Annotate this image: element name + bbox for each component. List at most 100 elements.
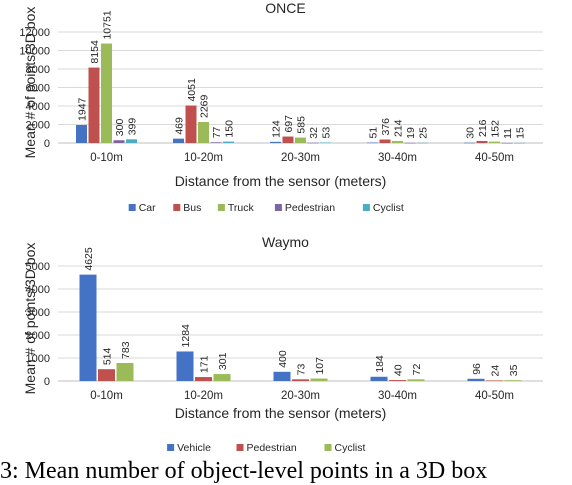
bar-cyclist xyxy=(116,362,134,381)
data-label: 400 xyxy=(277,350,289,368)
bar-pedestrian xyxy=(307,142,319,144)
data-label: 53 xyxy=(321,127,333,139)
data-label: 72 xyxy=(411,364,423,376)
bar-pedestrian xyxy=(389,380,406,381)
bar-vehicle xyxy=(79,274,97,381)
x-tick-label: 20-30m xyxy=(281,152,320,164)
x-tick-label: 0-10m xyxy=(90,152,123,164)
y-tick-label: 10000 xyxy=(19,46,50,58)
bar-car xyxy=(76,124,87,143)
bar-bus xyxy=(379,139,391,143)
data-label: 1947 xyxy=(77,97,89,121)
bar-car xyxy=(367,142,378,144)
data-label: 32 xyxy=(308,127,320,139)
data-label: 469 xyxy=(174,117,186,135)
bar-pedestrian xyxy=(98,369,115,381)
bar-bus xyxy=(282,136,294,143)
data-label: 585 xyxy=(296,116,308,134)
bar-pedestrian xyxy=(195,377,212,381)
bar-bus xyxy=(185,105,197,143)
legend-swatch xyxy=(362,204,370,211)
legend-label: Pedestrian xyxy=(285,202,335,214)
legend-label: Pedestrian xyxy=(247,442,297,454)
data-label: 697 xyxy=(283,115,295,133)
bar-pedestrian xyxy=(113,140,125,143)
bar-vehicle xyxy=(467,378,485,381)
data-label: 171 xyxy=(199,355,211,373)
data-label: 376 xyxy=(380,118,392,136)
bar-car xyxy=(173,138,184,143)
x-axis-label: Distance from the sensor (meters) xyxy=(175,173,387,189)
x-tick-label: 40-50m xyxy=(475,152,514,164)
y-tick-label: 12000 xyxy=(19,27,50,39)
bar-cyclist xyxy=(407,379,425,381)
x-tick-label: 40-50m xyxy=(475,390,514,402)
data-label: 514 xyxy=(102,347,114,365)
bar-pedestrian xyxy=(486,380,503,382)
data-label: 107 xyxy=(314,357,326,375)
bar-cyclist xyxy=(514,142,525,144)
data-label: 184 xyxy=(374,355,386,373)
data-label: 30 xyxy=(465,127,477,139)
legend-label: Vehicle xyxy=(177,442,211,454)
bar-pedestrian xyxy=(404,142,416,144)
legend-swatch xyxy=(236,444,244,451)
bar-cyclist xyxy=(310,378,328,381)
legend-swatch xyxy=(167,444,175,451)
data-label: 24 xyxy=(490,365,502,377)
data-label: 399 xyxy=(127,118,139,136)
bar-pedestrian xyxy=(501,142,513,144)
bar-bus xyxy=(88,67,100,143)
bar-cyclist xyxy=(417,142,428,144)
data-label: 11 xyxy=(502,128,514,139)
x-tick-label: 30-40m xyxy=(378,152,417,164)
bar-cyclist xyxy=(320,142,331,144)
y-tick-label: 4000 xyxy=(26,284,50,296)
data-label: 214 xyxy=(393,119,405,137)
y-tick-label: 3000 xyxy=(26,307,50,319)
bar-pedestrian xyxy=(292,379,309,381)
bar-cyclist xyxy=(126,139,137,143)
y-tick-label: 0 xyxy=(44,138,50,150)
bar-car xyxy=(464,142,475,144)
y-tick-label: 0 xyxy=(44,376,50,388)
data-label: 4051 xyxy=(186,78,198,102)
data-label: 4625 xyxy=(83,247,95,271)
data-label: 25 xyxy=(418,127,430,139)
legend-label: Cyclist xyxy=(335,442,366,454)
bar-cyclist xyxy=(213,374,231,381)
legend-label: Cyclist xyxy=(373,202,404,214)
x-tick-label: 0-10m xyxy=(90,390,123,402)
data-label: 73 xyxy=(296,363,308,375)
data-label: 216 xyxy=(477,119,489,137)
y-tick-label: 1000 xyxy=(26,353,50,365)
y-axis-label: Mean # of points/3D box xyxy=(22,243,38,395)
legend-swatch xyxy=(173,204,181,211)
legend: Car Bus Truck Pedestrian Cyclist xyxy=(128,202,404,214)
bar-truck xyxy=(101,43,112,143)
x-tick-label: 10-20m xyxy=(184,152,223,164)
legend-label: Bus xyxy=(183,202,201,214)
y-tick-label: 8000 xyxy=(26,64,50,76)
bar-cyclist xyxy=(504,380,522,381)
data-label: 8154 xyxy=(89,40,101,64)
y-axis-label: Mean # of points/3D box xyxy=(22,7,38,159)
y-tick-label: 5000 xyxy=(26,261,50,273)
bar-vehicle xyxy=(370,376,388,381)
legend-label: Truck xyxy=(228,202,255,214)
data-label: 35 xyxy=(508,364,520,376)
legend-swatch xyxy=(324,444,332,451)
data-label: 2269 xyxy=(199,94,211,118)
data-label: 19 xyxy=(405,127,417,139)
bar-truck xyxy=(392,141,403,143)
chart-title: Waymo xyxy=(262,234,309,250)
x-tick-label: 20-30m xyxy=(281,390,320,402)
bar-vehicle xyxy=(273,371,291,381)
legend: Vehicle Pedestrian Cyclist xyxy=(167,442,365,454)
y-tick-label: 2000 xyxy=(26,120,50,132)
data-label: 77 xyxy=(211,126,223,138)
data-label: 150 xyxy=(224,120,236,138)
